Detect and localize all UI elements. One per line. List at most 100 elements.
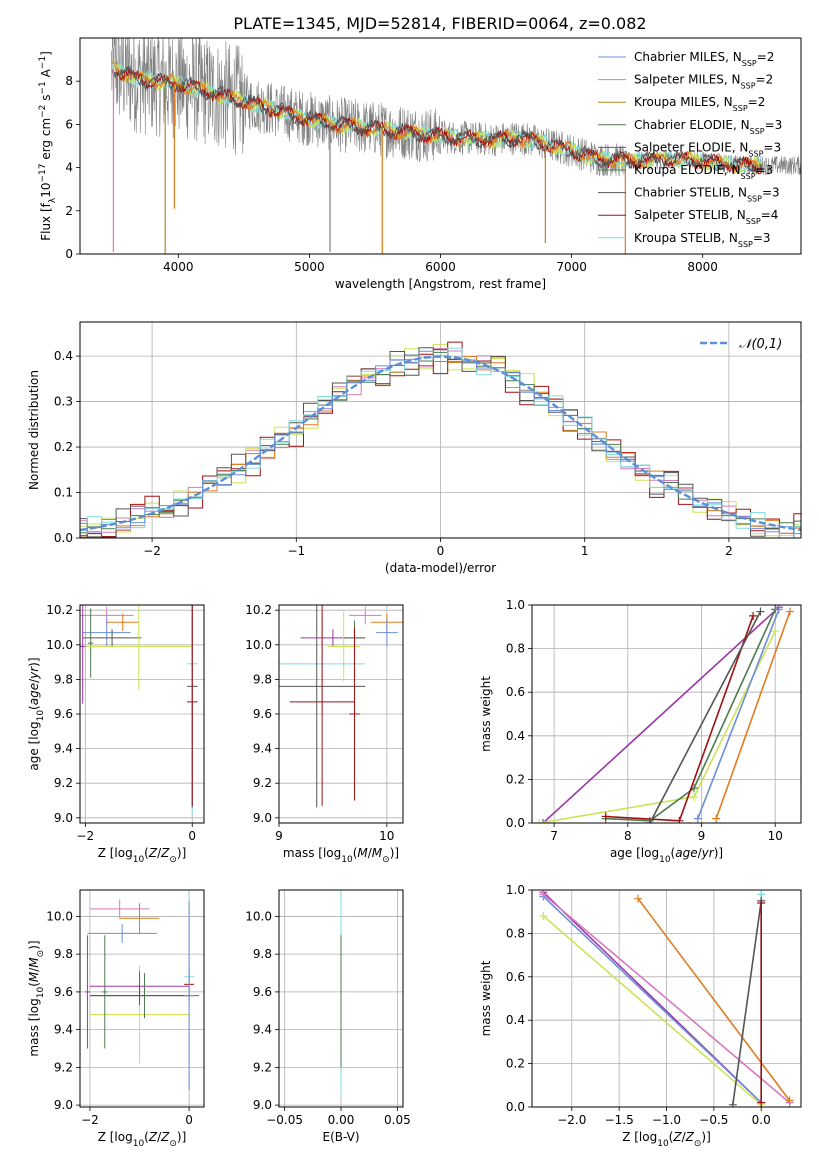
y-tick-label: 0 (65, 247, 73, 261)
panel-mass-vs-EBV: −0.05 0.00 0.05 9.0 9.2 9.4 9.6 9.8 10.0 E(B-V) (245, 889, 411, 1144)
y-tick-label: 9.2 (253, 776, 272, 790)
x-tick-label: 7000 (556, 260, 587, 274)
y-axis-label: mass weight (479, 960, 493, 1036)
y-tick-label: 9.0 (54, 811, 73, 825)
x-tick-label: −1.0 (652, 1113, 681, 1127)
x-tick-label: 0.0 (752, 1113, 771, 1127)
panel-age-vs-mass: 9 10 9.0 9.2 9.4 9.6 9.8 10.0 10.2 mass [log10(M/… (245, 603, 404, 865)
weight-marker (774, 605, 783, 614)
panel-mass-vs-Z: −2 0 9.0 9.2 9.4 9.6 9.8 10.0 Z [log10(Z/Z⊙)] mas… (27, 889, 205, 1149)
x-tick-label: 0 (437, 544, 445, 558)
legend-label: Salpeter MILES, NSSP=2 (634, 73, 773, 91)
y-tick-label: 2 (65, 204, 73, 218)
y-tick-label: 10.2 (46, 603, 73, 617)
x-tick-label: −1.5 (605, 1113, 634, 1127)
y-tick-label: 10.0 (245, 638, 272, 652)
x-tick-label: 5000 (294, 260, 325, 274)
x-tick-label: 7 (550, 829, 558, 843)
weight-line (542, 893, 791, 1104)
weight-marker (757, 899, 766, 908)
panel-spectrum: 4000 5000 6000 7000 8000 0 2 4 6 8 wavelength [Ang… (38, 37, 802, 291)
y-tick-label: 9.2 (54, 1060, 73, 1074)
histogram-s_stelib (80, 341, 801, 538)
legend-label: Kroupa STELIB, NSSP=3 (634, 231, 771, 249)
weight-line (605, 609, 776, 822)
x-tick-label: 2 (725, 544, 733, 558)
weight-line (715, 611, 791, 819)
y-tick-label: 0.0 (506, 816, 525, 830)
y-tick-label: 0.6 (506, 970, 525, 984)
weight-marker (728, 1100, 737, 1107)
y-tick-label: 10.0 (46, 638, 73, 652)
weight-marker (756, 607, 765, 616)
y-tick-label: 1.0 (506, 883, 525, 897)
x-tick-label: 10 (768, 829, 783, 843)
x-axis-label: Z [log10(Z/Z⊙)] (98, 846, 187, 865)
weight-line (649, 611, 762, 823)
x-tick-label: −2 (81, 1113, 99, 1127)
legend-label: Chabrier MILES, NSSP=2 (634, 50, 774, 68)
legend-label: Chabrier STELIB, NSSP=3 (634, 186, 780, 204)
x-tick-label: 9 (275, 829, 283, 843)
spectrum-legend: Chabrier MILES, NSSP=2 Salpeter MILES, NS… (598, 50, 782, 248)
x-tick-label: 8 (624, 829, 632, 843)
x-tick-label: 4000 (163, 260, 194, 274)
weight-line (697, 609, 780, 819)
figure-title: PLATE=1345, MJD=52814, FIBERID=0064, z=0… (233, 14, 646, 33)
y-tick-label: 9.4 (253, 742, 272, 756)
x-tick-label: 8000 (687, 260, 718, 274)
x-tick-label: 0.00 (328, 1113, 355, 1127)
y-tick-label: 0.0 (54, 531, 73, 545)
errorbars (279, 605, 403, 808)
y-axis-label: mass [log10(M/M⊙)] (27, 940, 46, 1056)
x-tick-label: −0.05 (266, 1113, 303, 1127)
residuals-legend: 𝒩(0,1) (700, 337, 782, 352)
y-tick-label: 9.8 (54, 672, 73, 686)
weight-marker (539, 912, 548, 921)
y-tick-label: 0.3 (54, 395, 73, 409)
weight-marker (535, 819, 544, 823)
y-tick-label: 9.4 (54, 1023, 73, 1037)
y-tick-label: 9.8 (253, 672, 272, 686)
weight-line (542, 915, 762, 1106)
y-tick-label: 0.2 (506, 1057, 525, 1071)
x-axis-label: mass [log10(M/M⊙)] (283, 846, 399, 865)
y-tick-label: 9.0 (54, 1098, 73, 1112)
weight-marker (771, 627, 780, 636)
y-tick-label: 9.0 (253, 811, 272, 825)
weight-marker (690, 792, 699, 801)
weight-marker (539, 819, 548, 823)
y-tick-label: 9.0 (253, 1098, 272, 1112)
y-tick-label: 6 (65, 117, 73, 131)
model-spectrum-c_stelib (112, 66, 763, 174)
y-tick-label: 0.4 (506, 729, 525, 743)
y-tick-label: 8 (65, 74, 73, 88)
y-tick-label: 9.2 (54, 776, 73, 790)
weight-marker (601, 812, 610, 821)
x-axis-label: wavelength [Angstrom, rest frame] (335, 277, 546, 291)
x-tick-label: 0.05 (384, 1113, 411, 1127)
y-tick-label: 9.8 (253, 947, 272, 961)
weight-marker (539, 890, 548, 899)
x-tick-label: −0.5 (699, 1113, 728, 1127)
normal-curve (80, 355, 801, 532)
axes-frame (531, 604, 802, 824)
x-tick-label: −2 (76, 829, 94, 843)
x-axis-label: (data-model)/error (385, 561, 496, 575)
y-tick-label: 9.6 (253, 707, 272, 721)
legend-label: Kroupa MILES, NSSP=2 (634, 95, 765, 113)
y-tick-label: 9.2 (253, 1060, 272, 1074)
y-tick-label: 9.6 (253, 985, 272, 999)
x-tick-label: 1 (581, 544, 589, 558)
y-tick-label: 0.2 (506, 772, 525, 786)
y-tick-label: 0.6 (506, 685, 525, 699)
legend-label: 𝒩(0,1) (739, 337, 782, 352)
x-axis-label: Z [log10(Z/Z⊙)] (622, 1130, 711, 1149)
panel-mass-weight-vs-age: 7 8 9 10 0.0 0.2 0.4 0.6 0.8 1.0 age [log10(age/yr… (479, 598, 802, 865)
x-tick-label: 6000 (425, 260, 456, 274)
axes-frame (79, 889, 205, 1108)
weight-marker (712, 814, 721, 823)
y-tick-label: 0.8 (506, 926, 525, 940)
y-tick-label: 9.6 (54, 707, 73, 721)
